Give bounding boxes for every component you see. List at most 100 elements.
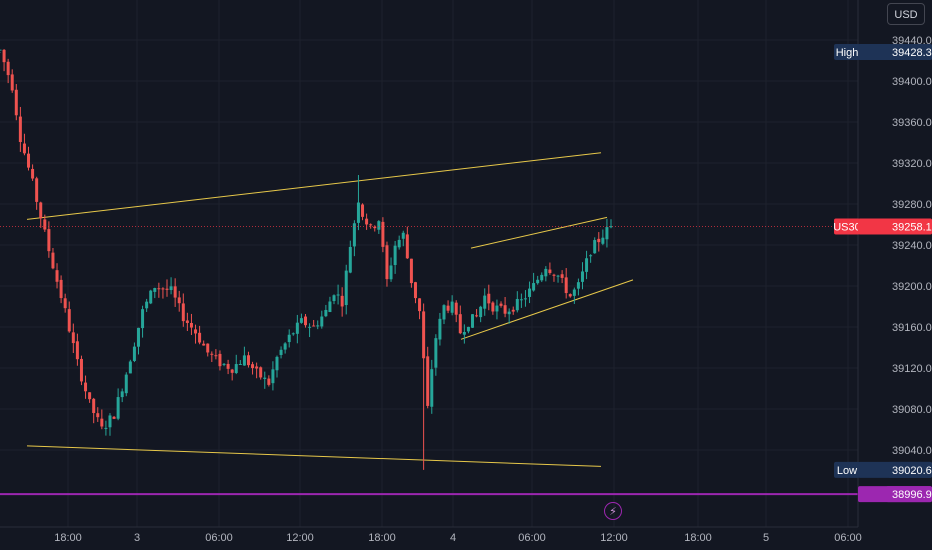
candle (96, 407, 100, 422)
support-tag: 38996.9 (858, 486, 932, 503)
candle (299, 313, 303, 324)
candle (601, 229, 605, 246)
candle (2, 49, 6, 72)
candle (112, 415, 116, 420)
candle (352, 220, 356, 257)
trendline[interactable] (470, 216, 608, 249)
candle (153, 287, 157, 299)
candle (275, 355, 279, 378)
candle (120, 388, 124, 403)
candle (6, 58, 10, 84)
candle (336, 284, 340, 305)
candle (312, 319, 316, 327)
candle (548, 262, 552, 275)
candle (283, 342, 287, 354)
candle (145, 298, 149, 312)
trendline[interactable] (26, 152, 602, 220)
candle (75, 333, 79, 366)
candle (271, 361, 275, 391)
candle (198, 325, 202, 345)
candles (0, 49, 613, 470)
candle (218, 350, 222, 371)
candle (27, 146, 31, 171)
price-axis[interactable]: 39440.039400.039360.039320.039280.039240… (857, 0, 932, 527)
y-tick-label: 39400.0 (892, 76, 932, 88)
candle (430, 359, 434, 414)
currency-button[interactable]: USD (887, 3, 925, 25)
trendlines[interactable] (26, 152, 634, 467)
candle (185, 312, 189, 332)
candle (22, 133, 26, 156)
time-axis[interactable]: 18:00 3 06:00 12:00 18:00 4 06:00 12:00 18:00 5 06… (0, 526, 862, 544)
y-tick-label: 39160.0 (892, 322, 932, 334)
trendline[interactable] (26, 445, 602, 467)
low-tag-label: Low (837, 465, 857, 477)
candle (552, 273, 556, 282)
y-tick-label: 39240.0 (892, 240, 932, 252)
candle (564, 268, 568, 299)
candle (51, 248, 55, 270)
candle (572, 287, 576, 304)
candle (576, 278, 580, 296)
x-tick-label: 5 (763, 532, 769, 544)
candle (161, 287, 165, 299)
candle (373, 225, 377, 232)
candle (462, 324, 466, 344)
candle (528, 281, 532, 304)
candle (84, 375, 88, 399)
candle (422, 303, 426, 470)
candle (116, 388, 120, 421)
x-tick-label: 18:00 (684, 532, 712, 544)
candle (238, 360, 242, 366)
candle (47, 221, 51, 258)
candle (291, 332, 295, 336)
candle (332, 294, 336, 305)
candle (450, 295, 454, 316)
candle (88, 392, 92, 403)
candle (128, 359, 132, 374)
bolt-icon[interactable]: ⚡ (604, 502, 622, 520)
candle (328, 296, 332, 313)
candle (609, 219, 613, 229)
candle (544, 266, 548, 282)
candle (71, 323, 75, 353)
candle (466, 326, 470, 334)
candle (194, 324, 198, 344)
candle (393, 240, 397, 274)
y-tick-label: 39280.0 (892, 199, 932, 211)
x-tick-label: 18:00 (368, 532, 396, 544)
candle (234, 354, 238, 375)
high-tag: High 39428.3 (834, 43, 932, 60)
candle (43, 214, 47, 232)
candle (377, 220, 381, 234)
candle (536, 275, 540, 285)
x-tick-label: 4 (450, 532, 456, 544)
candle (210, 351, 214, 363)
candle (255, 362, 259, 379)
candle (100, 409, 104, 430)
candle (503, 297, 507, 318)
candle (251, 361, 255, 375)
candle (446, 300, 450, 314)
candle (267, 375, 271, 387)
candle (222, 363, 226, 367)
candle (173, 278, 177, 307)
candle (246, 351, 250, 368)
candle (263, 371, 267, 389)
candle (511, 306, 515, 315)
candle (499, 301, 503, 308)
candle (287, 329, 291, 348)
candle (214, 349, 218, 360)
trendline[interactable] (460, 279, 634, 340)
chart-grid (0, 0, 858, 527)
x-tick-label: 3 (134, 532, 140, 544)
candle (589, 254, 593, 263)
candle (560, 270, 564, 284)
candle (454, 300, 458, 323)
candle (458, 305, 462, 335)
y-tick-label: 39120.0 (892, 363, 932, 375)
candle (340, 287, 344, 317)
low-tag-value: 39020.6 (892, 465, 932, 477)
candle (169, 277, 173, 295)
